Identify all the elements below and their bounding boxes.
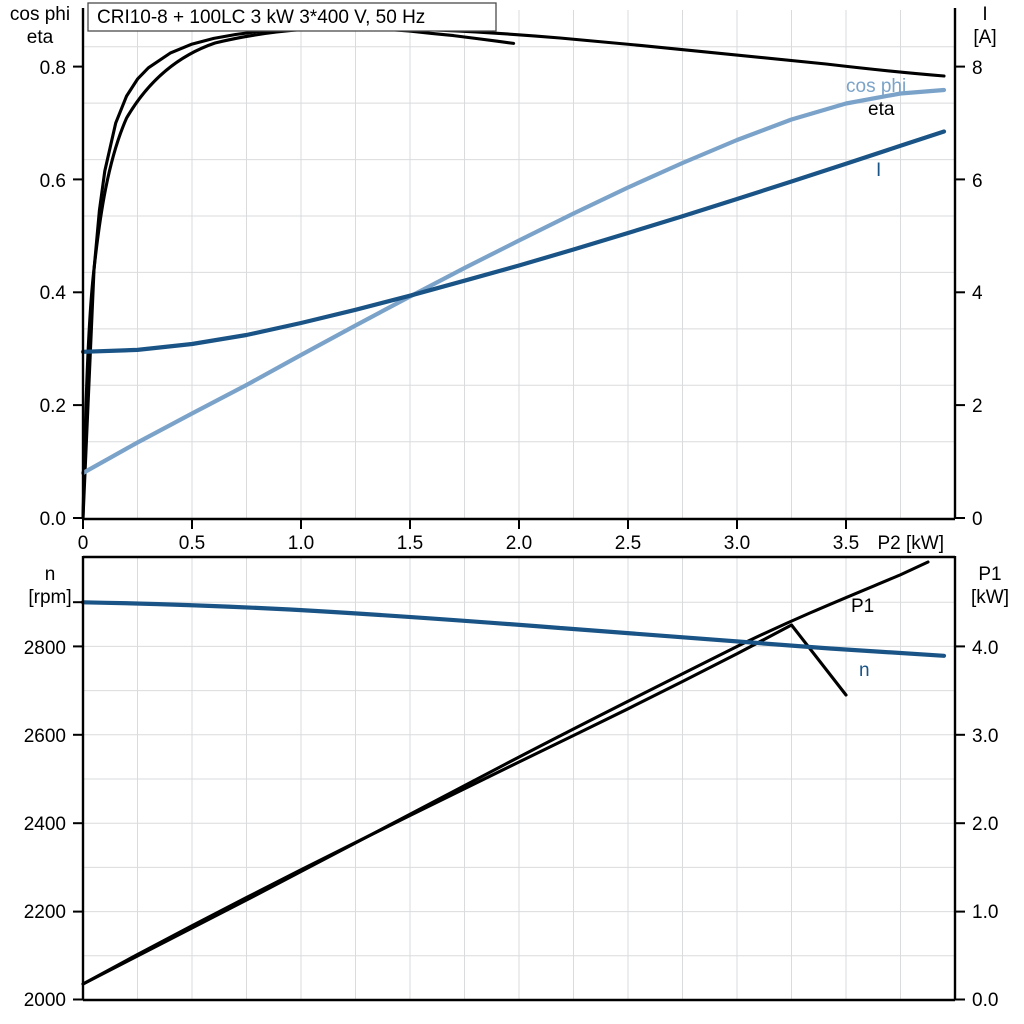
top-x-axis-title: P2 [kW] <box>877 533 944 554</box>
bottom-chart-right-ticks: 0.0 1.0 2.0 3.0 4.0 <box>955 638 998 1011</box>
top-left-tick-2: 0.4 <box>40 283 67 304</box>
bottom-right-tick-3: 3.0 <box>972 726 998 747</box>
bottom-chart-horizontal-gridlines <box>83 601 955 957</box>
top-chart-right-ticks: 0 2 4 6 8 <box>955 58 983 530</box>
top-left-tick-3: 0.6 <box>40 171 66 192</box>
top-x-tick-1: 0.5 <box>179 533 205 554</box>
top-chart-left-ticks: 0.0 0.2 0.4 0.6 0.8 <box>40 58 83 530</box>
bottom-chart-left-ticks: 2000 2200 2400 2600 2800 <box>24 601 83 1011</box>
curve-speed <box>80 600 947 658</box>
bottom-left-tick-4: 2800 <box>24 638 66 659</box>
bottom-left-tick-1: 2200 <box>24 902 66 923</box>
bottom-right-tick-1: 1.0 <box>972 902 998 923</box>
curve-label-eta: eta <box>868 99 895 120</box>
curve-label-cos-phi: cos phi <box>846 76 906 97</box>
bottom-right-axis-title-line2: [kW] <box>971 587 1009 608</box>
top-right-tick-2: 4 <box>972 283 983 304</box>
top-x-tick-6: 3.0 <box>724 533 750 554</box>
curve-label-power-input: P1 <box>851 596 874 617</box>
top-x-tick-4: 2.0 <box>506 533 532 554</box>
top-left-axis-title-line2: eta <box>27 27 54 48</box>
bottom-right-tick-4: 4.0 <box>972 638 998 659</box>
chart-title: CRI10-8 + 100LC 3 kW 3*400 V, 50 Hz <box>97 7 425 28</box>
top-x-tick-2: 1.0 <box>288 533 314 554</box>
curve-label-current: I <box>876 160 881 181</box>
top-right-axis-title-line2: [A] <box>973 27 996 48</box>
bottom-left-axis-title-line2: [rpm] <box>28 587 71 608</box>
curve-label-speed: n <box>859 660 870 681</box>
top-left-tick-0: 0.0 <box>40 509 66 530</box>
curve-cos-phi <box>80 87 947 476</box>
top-right-tick-3: 6 <box>972 171 983 192</box>
bottom-left-tick-3: 2600 <box>24 726 66 747</box>
top-x-tick-7: 3.5 <box>833 533 859 554</box>
top-x-tick-5: 2.5 <box>615 533 641 554</box>
bottom-left-axis-title-line1: n <box>45 564 56 585</box>
top-chart-x-ticks: 0 0.5 1.0 1.5 2.0 2.5 3.0 3.5 <box>78 519 859 554</box>
bottom-chart: 2000 2200 2400 2600 2800 0.0 1.0 2.0 3.0… <box>24 555 1009 1011</box>
top-right-tick-0: 0 <box>972 509 983 530</box>
top-x-tick-3: 1.5 <box>397 533 423 554</box>
top-right-axis-title-line1: I <box>982 4 987 25</box>
bottom-left-tick-0: 2000 <box>24 990 66 1011</box>
top-left-tick-4: 0.8 <box>40 58 66 79</box>
bottom-right-axis-title-line1: P1 <box>978 564 1001 585</box>
top-chart-vertical-gridlines <box>137 10 901 518</box>
top-chart: 0.0 0.2 0.4 0.6 0.8 0 2 4 6 8 <box>10 2 997 554</box>
top-left-axis-title-line1: cos phi <box>10 4 70 25</box>
curve-current <box>80 129 947 354</box>
top-right-tick-4: 8 <box>972 58 983 79</box>
top-left-tick-1: 0.2 <box>40 396 66 417</box>
top-x-tick-0: 0 <box>78 533 89 554</box>
top-right-tick-1: 2 <box>972 396 983 417</box>
bottom-right-tick-2: 2.0 <box>972 814 998 835</box>
curve-power-input <box>81 623 848 986</box>
bottom-left-tick-2: 2400 <box>24 814 66 835</box>
chart-title-box <box>87 2 497 32</box>
top-chart-horizontal-gridlines <box>83 46 955 443</box>
bottom-right-tick-0: 0.0 <box>972 990 998 1011</box>
curve-power-input-main <box>81 560 930 986</box>
